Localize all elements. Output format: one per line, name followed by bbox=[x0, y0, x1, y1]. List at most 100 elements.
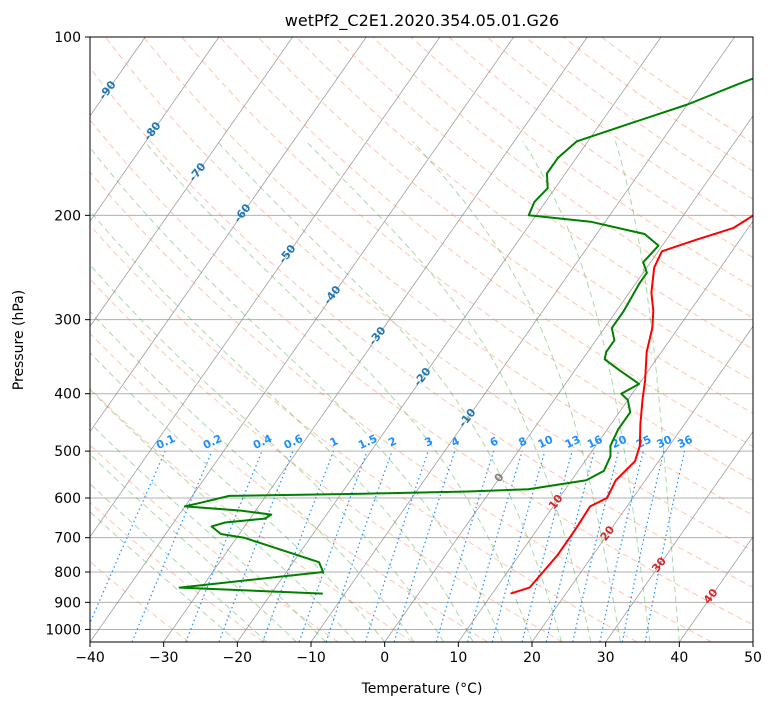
moist-adiabat bbox=[90, 482, 268, 642]
dewpoint-line bbox=[178, 77, 753, 595]
y-tick-label: 300 bbox=[54, 313, 81, 329]
isotherm-line bbox=[90, 37, 441, 538]
moist-adiabat bbox=[90, 422, 327, 642]
x-tick-label: −20 bbox=[223, 650, 253, 666]
isotherm-label: -60 bbox=[231, 201, 254, 225]
y-tick-label: 200 bbox=[54, 208, 81, 224]
moist-adiabat bbox=[90, 310, 415, 642]
temperature-line bbox=[510, 214, 753, 595]
mixing-ratio-label: 4 bbox=[449, 434, 462, 449]
isotherm-line bbox=[752, 641, 753, 642]
moist-adiabat bbox=[90, 210, 474, 642]
moist-adiabat bbox=[90, 352, 386, 642]
dry-adiabat bbox=[90, 444, 339, 642]
isotherm-label: 10 bbox=[546, 492, 566, 512]
x-tick-label: −10 bbox=[296, 650, 326, 666]
y-tick-label: 100 bbox=[54, 30, 81, 46]
mixing-ratio-label: 1 bbox=[328, 434, 340, 449]
mixing-ratio-label: 0.4 bbox=[251, 432, 274, 452]
mixing-ratio-label: 8 bbox=[517, 434, 529, 449]
mixing-ratio-line bbox=[364, 450, 429, 642]
dry-adiabat bbox=[601, 37, 753, 144]
moist-adiabat bbox=[144, 140, 533, 642]
moist-adiabat bbox=[90, 388, 356, 642]
mixing-ratio-line bbox=[131, 450, 213, 642]
x-axis-label: Temperature (°C) bbox=[361, 681, 483, 697]
dry-adiabat bbox=[105, 37, 753, 552]
y-tick-label: 800 bbox=[54, 565, 81, 581]
isotherm-line bbox=[458, 220, 753, 642]
isotherm-label: -80 bbox=[141, 119, 164, 143]
x-tick-label: 50 bbox=[744, 650, 762, 666]
moist-adiabat bbox=[90, 264, 445, 642]
reference-lines bbox=[90, 37, 753, 642]
mixing-ratio-label: 2 bbox=[386, 434, 398, 449]
isotherm-label: -40 bbox=[321, 283, 344, 307]
mixing-ratio-line bbox=[90, 450, 166, 625]
x-tick-label: 30 bbox=[597, 650, 615, 666]
y-tick-label: 500 bbox=[54, 444, 81, 460]
y-axis-label: Pressure (hPa) bbox=[11, 290, 27, 390]
mixing-ratio-line bbox=[599, 450, 644, 642]
moist-adiabat bbox=[90, 453, 297, 642]
isotherm-line bbox=[679, 536, 753, 642]
moist-adiabat bbox=[216, 140, 562, 642]
isotherm-label: -70 bbox=[186, 160, 209, 184]
mixing-ratio-line bbox=[521, 450, 573, 642]
dry-adiabat bbox=[257, 37, 753, 414]
y-tick-label: 1000 bbox=[45, 622, 81, 638]
mixing-ratio-line bbox=[325, 450, 393, 642]
isotherm-line bbox=[90, 37, 293, 328]
moist-adiabat bbox=[90, 511, 238, 642]
dry-adiabat bbox=[143, 37, 753, 516]
x-tick-label: −40 bbox=[75, 650, 105, 666]
dry-adiabat bbox=[448, 37, 753, 259]
isotherm-line bbox=[90, 37, 367, 433]
plot-frame bbox=[89, 36, 754, 643]
isotherm-line bbox=[531, 325, 753, 642]
isotherm-label: -20 bbox=[411, 365, 434, 389]
x-tick-label: 10 bbox=[449, 650, 467, 666]
y-tick-label: 400 bbox=[54, 387, 81, 403]
dry-adiabat bbox=[90, 66, 753, 588]
reference-line-labels: 0.1 0.2 0.4 0.6 1 1.5 2 3 4 6 8 10 13 16 20 25 30 36-100-… bbox=[96, 78, 721, 606]
mixing-ratio-label: 3 bbox=[423, 434, 435, 449]
dry-adiabat bbox=[410, 37, 753, 289]
y-tick-label: 900 bbox=[54, 595, 81, 611]
dry-adiabat bbox=[90, 224, 638, 642]
mixing-ratio-line bbox=[466, 450, 523, 642]
mixing-ratio-label: 6 bbox=[488, 434, 501, 449]
series-group bbox=[178, 77, 753, 595]
isotherm-label: -90 bbox=[96, 78, 119, 102]
dry-adiabat bbox=[295, 37, 753, 382]
mixing-ratio-label: 36 bbox=[675, 433, 695, 451]
mixing-ratio-line bbox=[644, 450, 686, 642]
isotherm-line bbox=[310, 37, 735, 642]
x-tick-label: 0 bbox=[380, 650, 389, 666]
isotherm-label: -10 bbox=[456, 406, 479, 430]
chart-title: wetPf2_C2E1.2020.354.05.01.G26 bbox=[285, 11, 559, 31]
mixing-ratio-label: 0.2 bbox=[201, 432, 224, 452]
isotherm-line bbox=[384, 115, 753, 642]
isotherm-line bbox=[90, 37, 220, 222]
isotherm-line bbox=[605, 430, 753, 642]
mixing-ratio-label: 0.6 bbox=[282, 432, 305, 452]
isotherm-line bbox=[90, 37, 514, 642]
mixing-ratio-label: 13 bbox=[563, 433, 582, 451]
x-tick-label: −30 bbox=[149, 650, 179, 666]
x-tick-label: 20 bbox=[523, 650, 541, 666]
mixing-ratio-label: 10 bbox=[536, 433, 556, 451]
dry-adiabat bbox=[90, 332, 488, 642]
moist-adiabat bbox=[90, 146, 503, 642]
mixing-ratio-line bbox=[435, 450, 495, 642]
mixing-ratio-label: 30 bbox=[655, 433, 675, 451]
dry-adiabat bbox=[372, 37, 753, 319]
isotherm-label: 40 bbox=[701, 586, 721, 606]
moist-adiabat bbox=[522, 141, 651, 642]
x-axis: −40 −30 −20 −10 0 10 20 30 40 50 bbox=[75, 642, 762, 666]
mixing-ratio-line bbox=[393, 450, 456, 642]
dry-adiabat bbox=[90, 501, 264, 642]
mixing-ratio-line bbox=[621, 450, 665, 642]
mixing-ratio-line bbox=[185, 450, 263, 642]
